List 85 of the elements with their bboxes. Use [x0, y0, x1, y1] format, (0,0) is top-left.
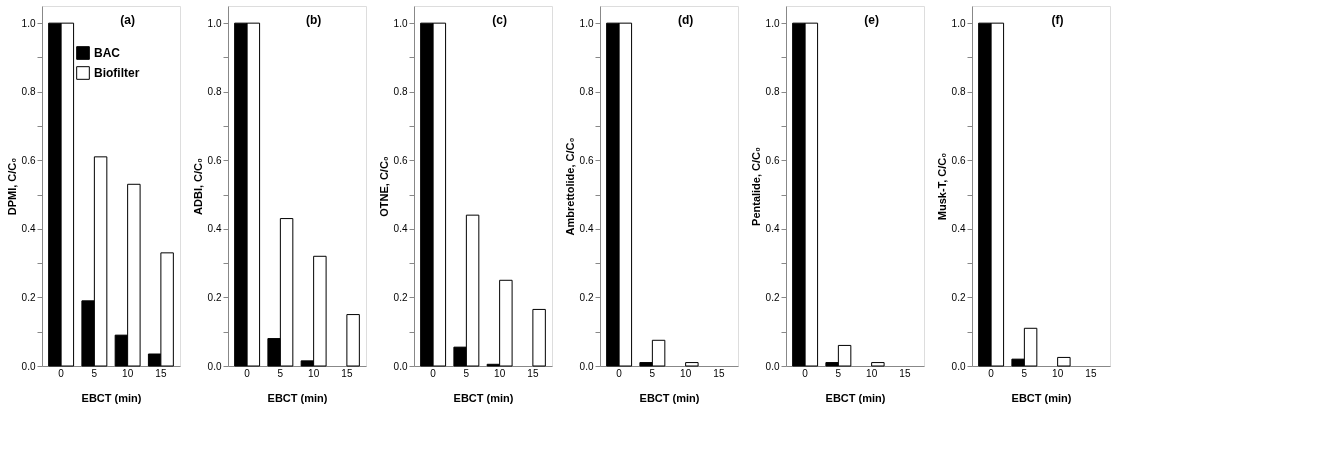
- annotation: (d): [677, 13, 694, 27]
- y-tick-label: 0.4: [951, 223, 966, 235]
- x-axis-title: EBCT (min): [1011, 391, 1072, 404]
- y-tick-label: 0.4: [207, 223, 222, 235]
- y-tick-label: 0.2: [393, 291, 408, 303]
- y-axis-title: ADBI, C/C₀: [191, 158, 204, 215]
- y-tick-label: 0.8: [579, 86, 594, 98]
- x-axis-title: EBCT (min): [81, 391, 142, 404]
- y-tick-label: 0.0: [21, 360, 36, 372]
- y-axis-title: DPMI, C/C₀: [5, 157, 18, 216]
- x-tick-label: 10: [494, 367, 506, 379]
- y-tick-label: 0.8: [21, 86, 36, 98]
- x-axis-title: EBCT (min): [267, 391, 328, 404]
- bar: [532, 308, 546, 367]
- x-tick-label: 15: [899, 367, 911, 379]
- y-tick-label: 0.2: [21, 291, 36, 303]
- y-axis-title: Musk-T, C/C₀: [935, 152, 948, 221]
- x-tick-label: 15: [527, 367, 539, 379]
- x-tick-label: 0: [430, 367, 437, 379]
- x-tick-label: 15: [1085, 367, 1097, 379]
- annotation: (b): [305, 13, 322, 27]
- x-axis-title: EBCT (min): [639, 391, 700, 404]
- bar: [871, 362, 885, 367]
- y-tick-label: 0.4: [21, 223, 36, 235]
- y-tick-label: 0.8: [207, 86, 222, 98]
- x-tick-label: 10: [1052, 367, 1064, 379]
- x-tick-label: 5: [835, 367, 842, 379]
- x-tick-label: 5: [277, 367, 284, 379]
- x-tick-label: 15: [341, 367, 353, 379]
- y-tick-label: 0.2: [765, 291, 780, 303]
- y-tick-label: 1.0: [393, 17, 408, 29]
- y-tick-label: 0.0: [765, 360, 780, 372]
- x-tick-label: 10: [680, 367, 692, 379]
- y-tick-label: 0.4: [393, 223, 408, 235]
- legend-label: Biofilter: [94, 66, 140, 80]
- y-tick-label: 0.6: [765, 154, 780, 166]
- x-axis-title: EBCT (min): [453, 391, 514, 404]
- annotation: (f): [1051, 13, 1064, 27]
- y-tick-label: 0.4: [765, 223, 780, 235]
- x-tick-label: 0: [244, 367, 251, 379]
- y-tick-label: 1.0: [207, 17, 222, 29]
- y-axis-title: Ambrettolide, C/C₀: [563, 137, 576, 236]
- x-tick-label: 0: [58, 367, 65, 379]
- y-tick-label: 0.6: [393, 154, 408, 166]
- x-tick-label: 10: [866, 367, 878, 379]
- bar: [1057, 356, 1071, 367]
- y-tick-label: 0.6: [207, 154, 222, 166]
- y-tick-label: 1.0: [765, 17, 780, 29]
- annotation: (a): [120, 13, 135, 27]
- y-axis-title: Pentalide, C/C₀: [749, 147, 762, 226]
- x-tick-label: 5: [463, 367, 470, 379]
- y-tick-label: 0.8: [393, 86, 408, 98]
- bar: [685, 362, 699, 367]
- annotation: (c): [492, 13, 507, 27]
- legend-label: BAC: [94, 46, 121, 60]
- y-tick-label: 0.2: [207, 291, 222, 303]
- x-tick-label: 0: [616, 367, 623, 379]
- y-axis-title: OTNE, C/C₀: [377, 156, 390, 217]
- x-tick-label: 5: [1021, 367, 1028, 379]
- x-tick-label: 0: [988, 367, 995, 379]
- y-tick-label: 1.0: [951, 17, 966, 29]
- y-tick-label: 0.2: [579, 291, 594, 303]
- x-tick-label: 15: [713, 367, 725, 379]
- y-tick-label: 0.8: [765, 86, 780, 98]
- y-tick-label: 0.8: [951, 86, 966, 98]
- bar: [346, 314, 360, 367]
- x-tick-label: 10: [122, 367, 134, 379]
- x-tick-label: 0: [802, 367, 809, 379]
- y-tick-label: 0.6: [21, 154, 36, 166]
- y-tick-label: 0.0: [579, 360, 594, 372]
- x-tick-label: 10: [308, 367, 320, 379]
- y-tick-label: 0.0: [393, 360, 408, 372]
- y-tick-label: 0.2: [951, 291, 966, 303]
- x-tick-label: 5: [91, 367, 98, 379]
- x-tick-label: 5: [649, 367, 656, 379]
- x-tick-label: 15: [155, 367, 167, 379]
- y-tick-label: 0.0: [951, 360, 966, 372]
- y-tick-label: 0.6: [951, 154, 966, 166]
- y-tick-label: 1.0: [21, 17, 36, 29]
- y-tick-label: 1.0: [579, 17, 594, 29]
- y-tick-label: 0.6: [579, 154, 594, 166]
- annotation: (e): [864, 13, 879, 27]
- y-tick-label: 0.0: [207, 360, 222, 372]
- y-tick-label: 0.4: [579, 223, 594, 235]
- x-axis-title: EBCT (min): [825, 391, 886, 404]
